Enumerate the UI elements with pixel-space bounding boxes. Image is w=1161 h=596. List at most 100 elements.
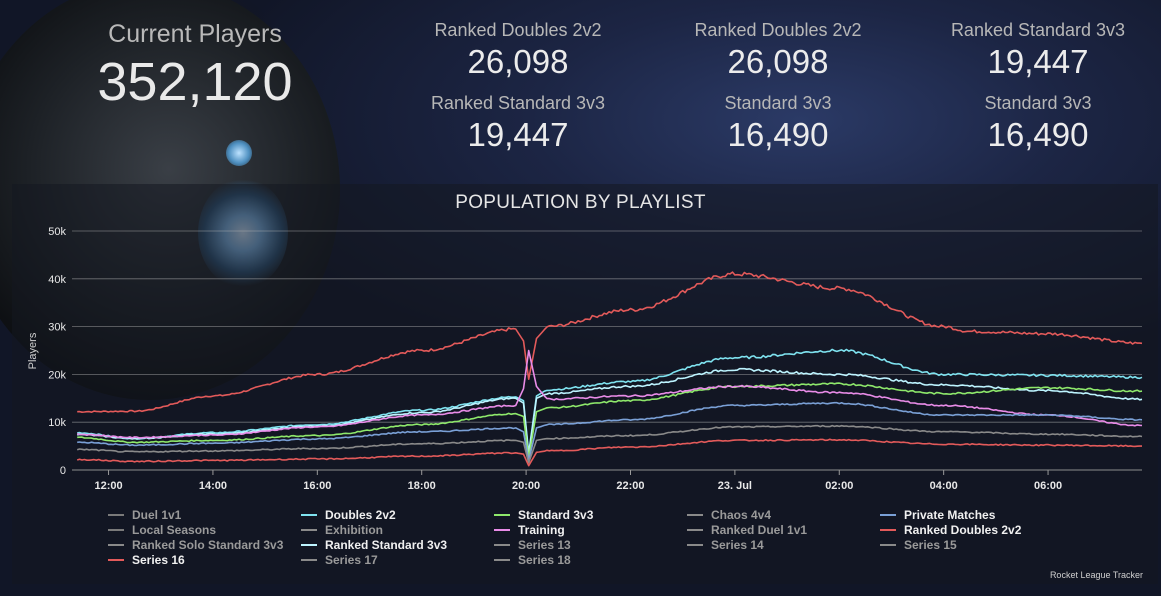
legend-swatch [301,514,317,516]
legend-item[interactable]: Private Matches [880,508,1073,522]
legend-label: Series 14 [711,538,764,552]
legend-swatch [494,514,510,516]
stat-value: 26,098 [727,43,829,80]
series-line [77,401,1143,462]
stat-label: Ranked Doubles 2v2 [434,20,602,40]
x-tick-label: 14:00 [199,480,227,492]
legend-item[interactable]: Series 17 [301,553,494,567]
legend-swatch [108,559,124,561]
legend-swatch [108,544,124,546]
y-axis-label: Players [27,332,39,369]
y-tick-label: 20k [48,369,66,381]
legend-item[interactable]: Duel 1v1 [108,508,301,522]
stat-card: Ranked Doubles 2v2 26,098 [658,20,898,81]
legend-label: Series 13 [518,538,571,552]
stat-label: Ranked Standard 3v3 [950,20,1126,40]
x-tick-label: 16:00 [303,480,331,492]
x-tick-label: 22:00 [616,480,644,492]
legend-label: Series 15 [904,538,957,552]
legend-item[interactable]: Exhibition [301,523,494,537]
legend-label: Chaos 4v4 [711,508,772,522]
series-line [77,348,1143,455]
legend-label: Training [518,523,565,537]
legend-item[interactable]: Series 14 [687,538,880,552]
stat-value: 26,098 [467,43,569,80]
current-players-label: Current Players [108,20,282,48]
stat-label: Ranked Doubles 2v2 [694,20,862,40]
legend-item[interactable]: Ranked Doubles 2v2 [880,523,1073,537]
stat-card: Ranked Doubles 2v2 26,098 [398,20,638,81]
legend-item[interactable]: Series 13 [494,538,687,552]
x-tick-label: 06:00 [1034,480,1062,492]
stat-value: 19,447 [987,43,1089,80]
legend-item[interactable]: Series 18 [494,553,687,567]
series-line [76,438,1142,467]
legend-label: Duel 1v1 [132,508,182,522]
legend-label: Series 17 [325,553,378,567]
legend-label: Exhibition [325,523,383,537]
legend-swatch [301,529,317,531]
series-line [76,367,1143,457]
legend-label: Ranked Duel 1v1 [711,523,808,537]
legend-item[interactable]: Ranked Duel 1v1 [687,523,880,537]
legend-label: Doubles 2v2 [325,508,396,522]
legend-item[interactable]: Ranked Standard 3v3 [301,538,494,552]
stat-value: 16,490 [987,116,1089,153]
x-tick-label: 12:00 [94,480,122,492]
legend-label: Local Seasons [132,523,217,537]
credit-text[interactable]: Rocket League Tracker [1049,570,1143,580]
legend-swatch [108,529,124,531]
legend-item[interactable]: Chaos 4v4 [687,508,880,522]
x-tick-label: 23. Jul [718,480,752,492]
legend-swatch [687,514,703,516]
chart-legend: Duel 1v1 Doubles 2v2 Standard 3v3 Chaos 4v4… [108,508,1148,567]
series-line [77,271,1143,413]
x-tick-label: 18:00 [408,480,436,492]
x-tick-label: 04:00 [930,480,958,492]
stat-label: Ranked Standard 3v3 [430,93,606,113]
legend-label: Ranked Solo Standard 3v3 [132,538,284,552]
legend-item[interactable]: Series 16 [108,553,301,567]
legend-item[interactable]: Series 15 [880,538,1073,552]
stat-card: Ranked Standard 3v3 19,447 [398,93,638,154]
legend-label: Standard 3v3 [518,508,594,522]
legend-swatch [880,514,896,516]
background-helmet-light-small [226,140,252,166]
stat-card: Ranked Standard 3v3 19,447 [918,20,1158,81]
series-line [77,382,1143,459]
y-tick-label: 40k [48,274,66,286]
stat-value: 19,447 [467,116,569,153]
legend-swatch [687,544,703,546]
legend-item[interactable]: Local Seasons [108,523,301,537]
legend-swatch [687,529,703,531]
legend-swatch [301,559,317,561]
legend-label: Ranked Standard 3v3 [325,538,448,552]
legend-swatch [880,544,896,546]
chart-title: POPULATION BY PLAYLIST [455,192,706,213]
current-players-value: 352,120 [97,52,293,112]
x-tick-label: 20:00 [512,480,540,492]
series-line [76,349,1143,439]
legend-label: Private Matches [904,508,996,522]
x-tick-label: 02:00 [825,480,853,492]
stat-card: Standard 3v3 16,490 [918,93,1158,154]
legend-swatch [880,529,896,531]
legend-item[interactable]: Standard 3v3 [494,508,687,522]
y-tick-label: 50k [48,226,66,238]
stat-value: 16,490 [727,116,829,153]
series-line [76,424,1143,464]
legend-item[interactable]: Doubles 2v2 [301,508,494,522]
legend-label: Series 18 [518,553,571,567]
legend-swatch [108,514,124,516]
legend-swatch [494,559,510,561]
current-players: Current Players 352,120 [80,20,310,113]
y-tick-label: 0 [60,465,66,477]
legend-item[interactable]: Training [494,523,687,537]
legend-swatch [494,529,510,531]
legend-swatch [301,544,317,546]
legend-label: Ranked Doubles 2v2 [904,523,1022,537]
chart-panel [12,184,1158,584]
legend-item[interactable]: Ranked Solo Standard 3v3 [108,538,301,552]
legend-swatch [494,544,510,546]
stat-card: Standard 3v3 16,490 [658,93,898,154]
